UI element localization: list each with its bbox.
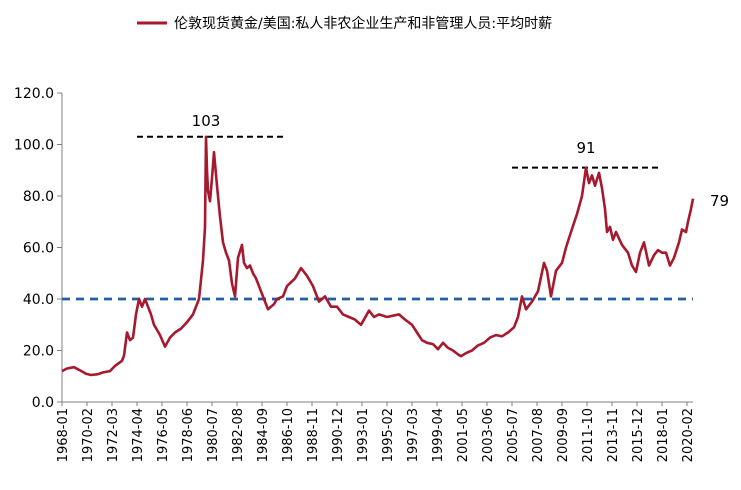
x-tick-label: 1970-02 <box>81 408 96 462</box>
x-tick-label: 1997-03 <box>406 408 421 462</box>
x-tick-label: 2001-05 <box>456 408 471 462</box>
x-tick-label: 1976-05 <box>156 408 171 462</box>
x-tick-label: 1995-02 <box>381 408 396 462</box>
x-tick-label: 1999-04 <box>431 408 446 462</box>
x-tick-label: 2018-01 <box>656 408 671 462</box>
series-layer <box>61 135 695 377</box>
x-tick-label: 2007-08 <box>531 408 546 462</box>
y-tick-label: 0.0 <box>32 395 54 411</box>
reference-lines <box>62 135 693 301</box>
annotations: 103 91 79 <box>192 112 729 210</box>
y-tick-label: 60.0 <box>23 241 54 257</box>
annotation-79: 79 <box>710 192 729 210</box>
y-tick-label: 20.0 <box>23 344 54 360</box>
y-tick-label: 100.0 <box>14 138 54 154</box>
x-tick-label: 1984-09 <box>256 408 271 462</box>
x-tick-label: 1990-12 <box>331 408 346 462</box>
annotation-91: 91 <box>576 139 595 157</box>
x-tick-label: 1982-08 <box>231 408 246 462</box>
x-tick-label: 2011-10 <box>581 408 596 462</box>
series-line <box>61 135 695 377</box>
x-tick-label: 1968-01 <box>56 408 71 462</box>
x-tick-label: 1978-06 <box>181 408 196 462</box>
axes <box>61 93 693 403</box>
y-ticks: 0.0 20.0 40.0 60.0 80.0 100.0 120.0 <box>14 86 62 411</box>
x-tick-label: 1988-11 <box>306 408 321 462</box>
x-tick-label: 2015-12 <box>631 408 646 462</box>
x-tick-label: 1974-04 <box>131 408 146 462</box>
x-tick-label: 1993-01 <box>356 408 371 462</box>
legend: 伦敦现货黄金/美国:私人非农企业生产和非管理人员:平均时薪 <box>137 15 552 32</box>
x-tick-label: 1986-10 <box>281 408 296 462</box>
y-tick-label: 120.0 <box>14 86 54 102</box>
x-tick-label: 2003-06 <box>481 408 496 462</box>
x-tick-label: 2009-09 <box>556 408 571 462</box>
x-tick-label: 2005-07 <box>506 408 521 462</box>
x-ticks: 1968-01 1970-02 1972-03 1974-04 1976-05 1978-… <box>56 402 696 462</box>
y-tick-label: 40.0 <box>23 292 54 308</box>
annotation-103: 103 <box>192 112 221 130</box>
legend-label: 伦敦现货黄金/美国:私人非农企业生产和非管理人员:平均时薪 <box>174 15 552 32</box>
x-tick-label: 1980-07 <box>206 408 221 462</box>
x-tick-label: 2020-02 <box>681 408 696 462</box>
y-tick-label: 80.0 <box>23 189 54 205</box>
x-tick-label: 1972-03 <box>106 408 121 462</box>
x-tick-label: 2013-11 <box>606 408 621 462</box>
